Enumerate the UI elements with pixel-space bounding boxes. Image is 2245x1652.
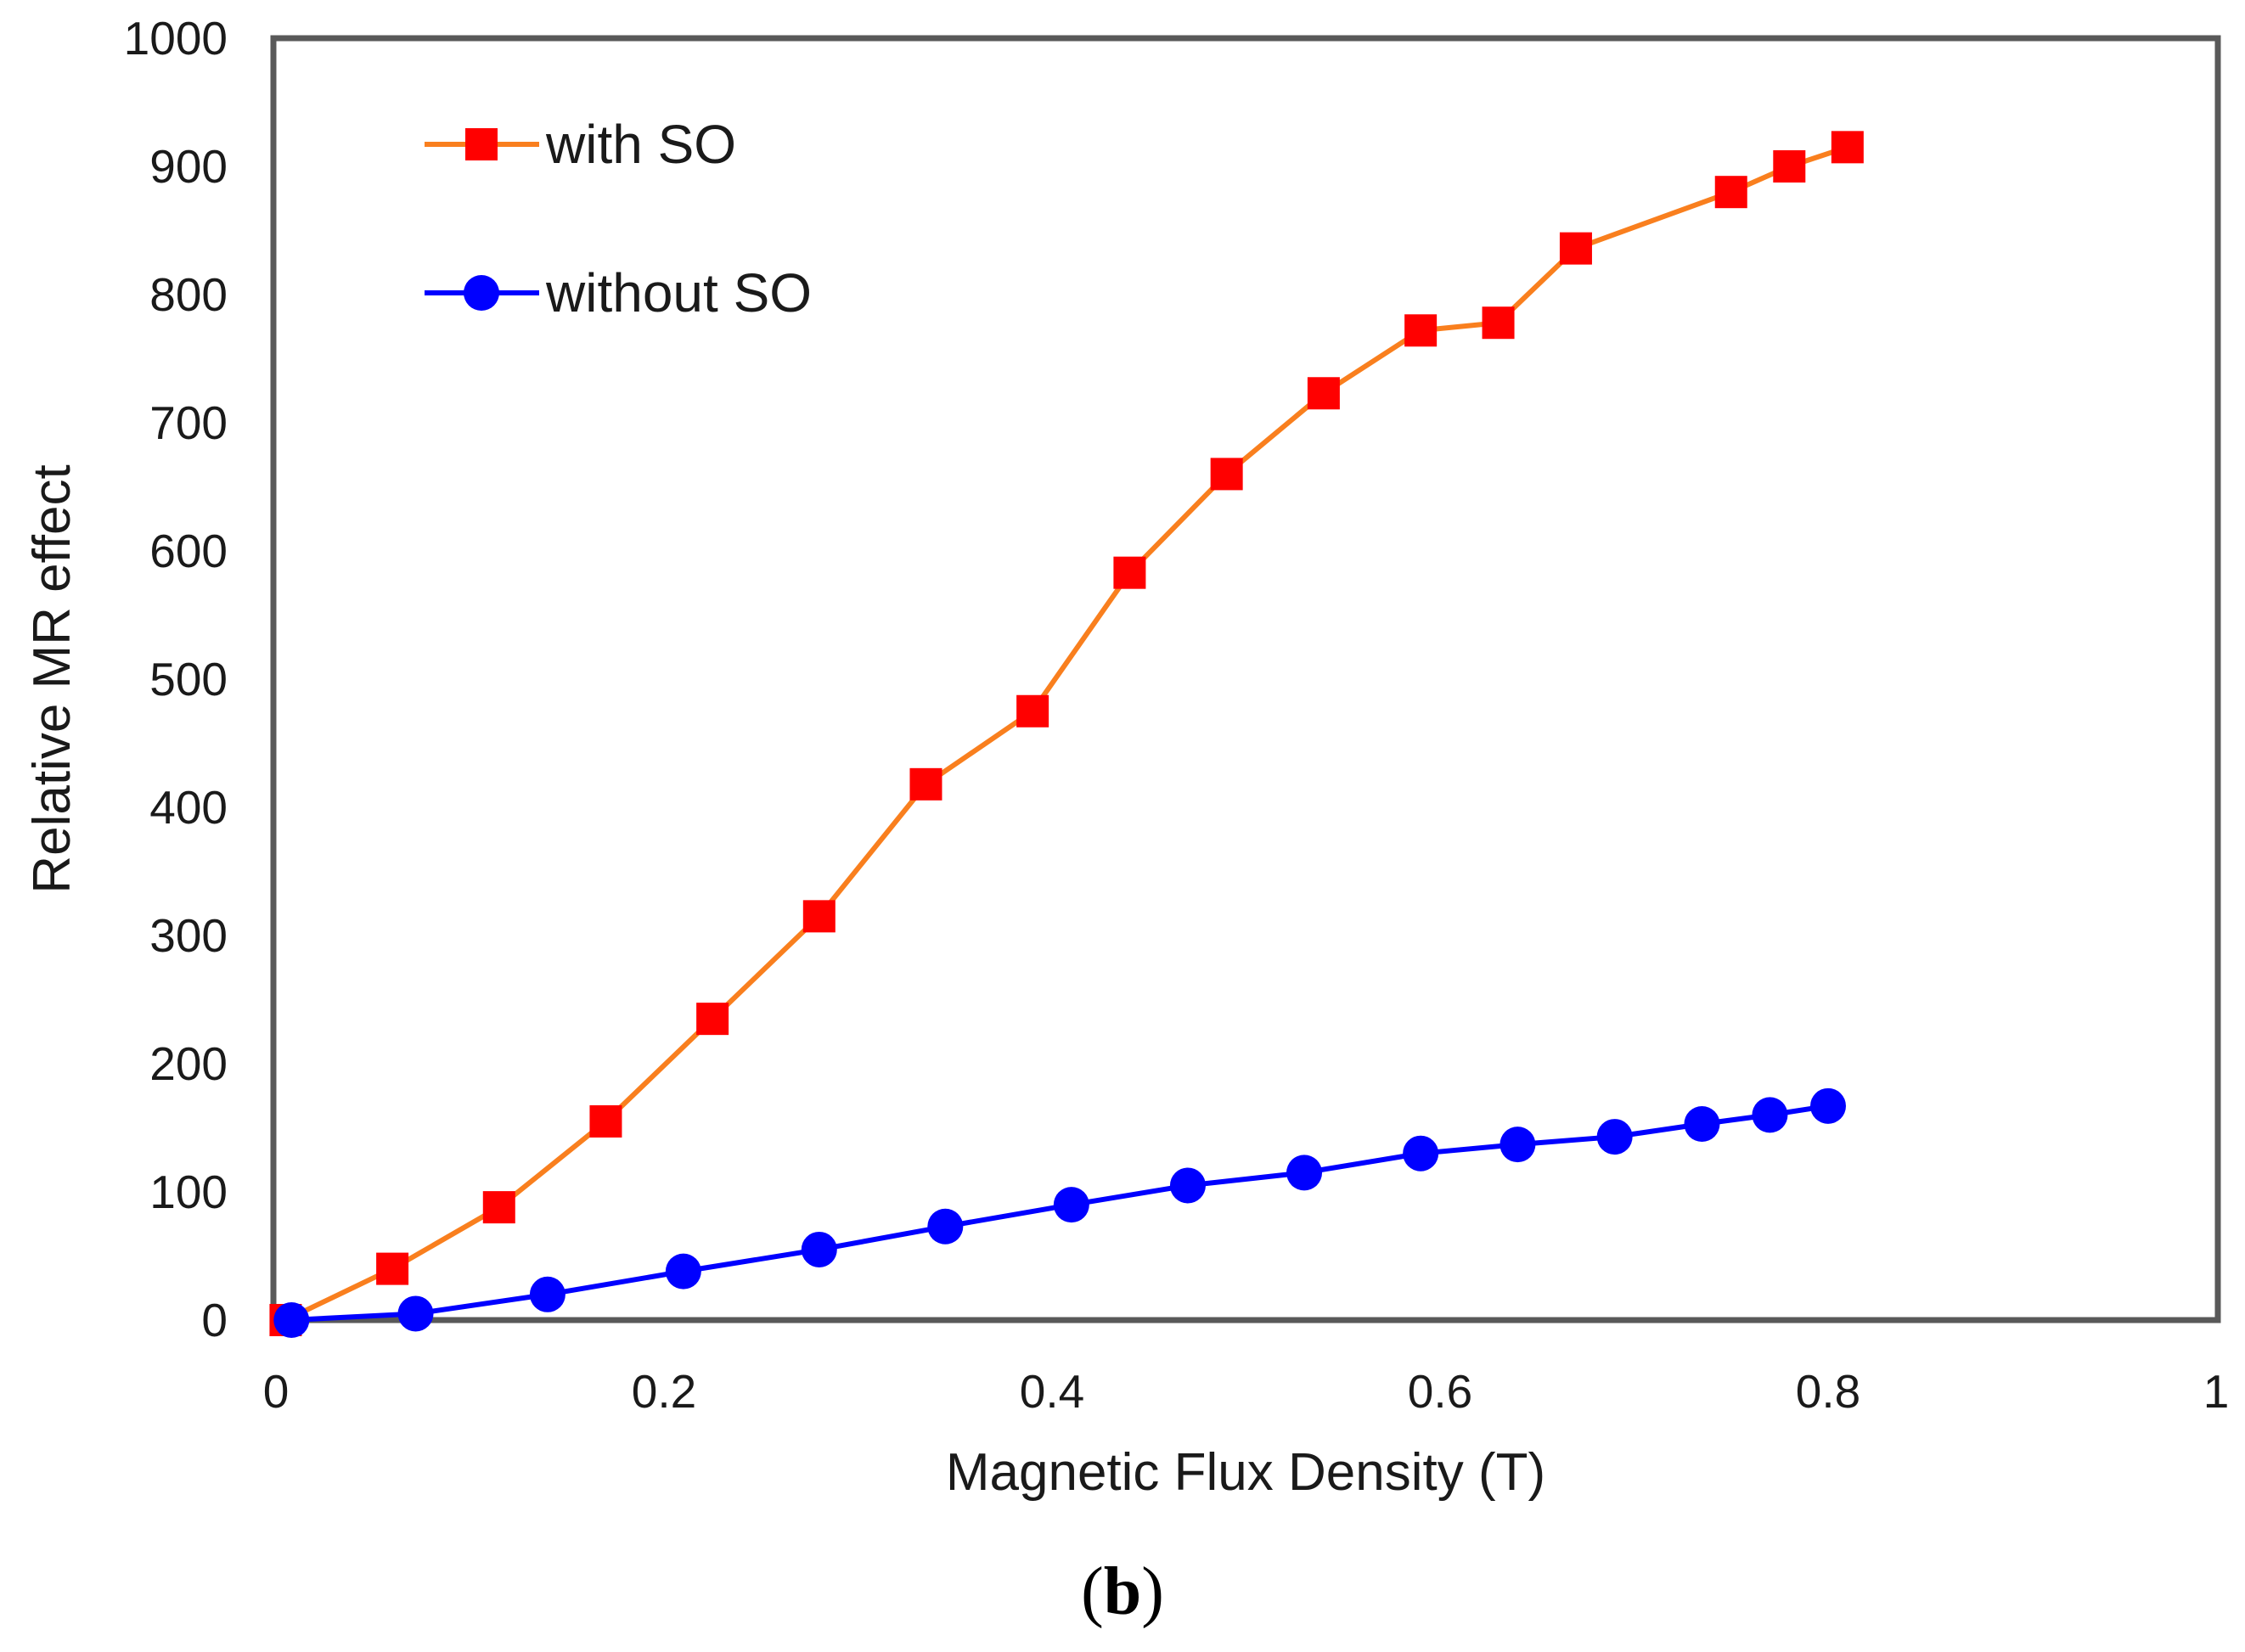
x-tick-label: 0.2 (632, 1365, 696, 1418)
data-point-without-so (1810, 1087, 1846, 1124)
y-tick-label: 600 (149, 525, 228, 577)
data-point-with-so (1016, 694, 1049, 728)
data-point-without-so (1403, 1135, 1439, 1172)
legend-label-without-so: without SO (545, 262, 812, 323)
data-point-with-so (696, 1003, 729, 1036)
data-point-with-so (1559, 232, 1592, 265)
y-tick-label: 1000 (124, 12, 228, 65)
y-tick-label: 700 (149, 396, 228, 449)
figure-caption: (b) (0, 1554, 2245, 1631)
data-point-without-so (1752, 1097, 1788, 1133)
data-point-with-so (589, 1104, 622, 1138)
x-tick-label: 0.6 (1408, 1365, 1472, 1418)
data-point-with-so (482, 1191, 515, 1224)
data-point-without-so (927, 1208, 964, 1245)
y-tick-label: 200 (149, 1037, 228, 1090)
y-tick-label: 100 (149, 1166, 228, 1218)
x-tick-label: 0.8 (1796, 1365, 1860, 1418)
caption-open: ( (1081, 1554, 1104, 1629)
data-point-with-so (1113, 556, 1146, 589)
y-tick-label: 900 (149, 140, 228, 193)
data-point-without-so (1684, 1105, 1720, 1142)
data-point-without-so (801, 1231, 837, 1267)
data-point-with-so (1831, 131, 1864, 164)
data-point-with-so (802, 900, 836, 933)
caption-letter: b (1103, 1554, 1142, 1629)
data-point-with-so (1307, 377, 1340, 410)
data-point-without-so (1286, 1155, 1323, 1191)
x-axis-title: Magnetic Flux Density (T) (946, 1443, 1545, 1502)
data-point-without-so (273, 1302, 310, 1338)
data-point-without-so (665, 1253, 701, 1290)
data-point-with-so (376, 1252, 409, 1285)
y-tick-label: 300 (149, 909, 228, 962)
data-point-without-so (397, 1295, 434, 1332)
data-point-without-so (1053, 1187, 1089, 1223)
x-tick-label: 0 (263, 1365, 290, 1418)
legend-label-with-so: with SO (545, 114, 736, 175)
y-tick-label: 500 (149, 653, 228, 705)
y-tick-label: 800 (149, 268, 228, 321)
data-point-without-so (1596, 1119, 1633, 1155)
data-point-with-so (909, 767, 942, 801)
data-point-with-so (1773, 150, 1806, 183)
data-point-without-so (1169, 1167, 1206, 1204)
data-point-with-so (1404, 314, 1438, 347)
y-tick-label: 0 (201, 1294, 228, 1346)
y-axis-ticks: 0 100 200 300 400 500 600 700 800 900 1000 (124, 12, 228, 1346)
y-axis-title: Relative MR effect (23, 464, 82, 893)
legend-marker-without-so (464, 275, 499, 311)
legend-marker-with-so (465, 128, 498, 160)
x-tick-label: 1 (2203, 1365, 2230, 1418)
x-tick-label: 0.4 (1020, 1365, 1084, 1418)
data-point-without-so (1499, 1127, 1536, 1163)
plot-area (270, 35, 2221, 1323)
data-point-with-so (1714, 176, 1747, 209)
series-layer (269, 131, 1864, 1338)
caption-close: ) (1141, 1554, 1164, 1629)
data-point-with-so (1482, 306, 1515, 340)
y-tick-label: 400 (149, 781, 228, 834)
x-axis-ticks: 0 0.2 0.4 0.6 0.8 1 (263, 1365, 2230, 1418)
data-point-with-so (1210, 458, 1243, 491)
legend: with SO without SO (425, 114, 812, 323)
data-point-without-so (529, 1276, 565, 1312)
